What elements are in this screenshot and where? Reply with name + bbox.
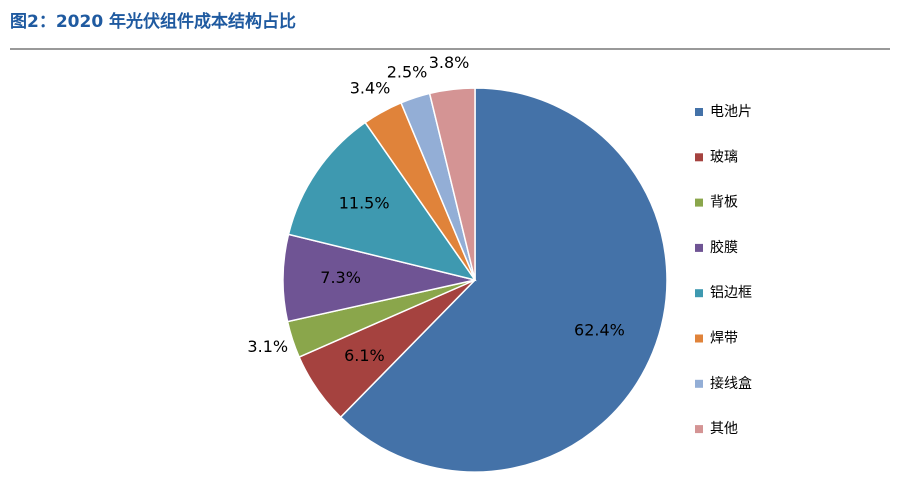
value-label: 2.5%	[387, 62, 428, 81]
legend-swatch	[695, 334, 703, 343]
value-label: 7.3%	[320, 268, 361, 287]
legend-label: 其他	[710, 421, 738, 437]
legend-swatch	[695, 198, 703, 207]
value-label: 62.4%	[574, 320, 625, 339]
value-label: 11.5%	[339, 193, 390, 212]
legend-label: 玻璃	[710, 148, 738, 165]
value-label: 3.1%	[247, 337, 288, 356]
legend-label: 胶膜	[710, 239, 738, 256]
legend-swatch	[695, 108, 703, 116]
legend-label: 接线盒	[710, 375, 752, 392]
chart-title: 图2：2020 年光伏组件成本结构占比	[10, 11, 296, 32]
value-label: 6.1%	[344, 346, 385, 365]
pie-slice	[339, 87, 668, 473]
legend-label: 背板	[710, 195, 738, 211]
legend-label: 铝边框	[710, 285, 752, 301]
legend-label: 焊带	[710, 331, 738, 347]
pie-slice	[428, 87, 476, 281]
legend-swatch	[695, 243, 703, 252]
legend-swatch	[695, 379, 703, 388]
value-label: 3.4%	[350, 78, 391, 97]
legend-swatch	[695, 289, 703, 298]
legend-swatch	[695, 425, 703, 434]
legend-swatch	[695, 153, 703, 162]
legend-label: 电池片	[710, 104, 752, 120]
value-label: 3.8%	[429, 53, 470, 72]
pie-slice	[287, 121, 477, 282]
